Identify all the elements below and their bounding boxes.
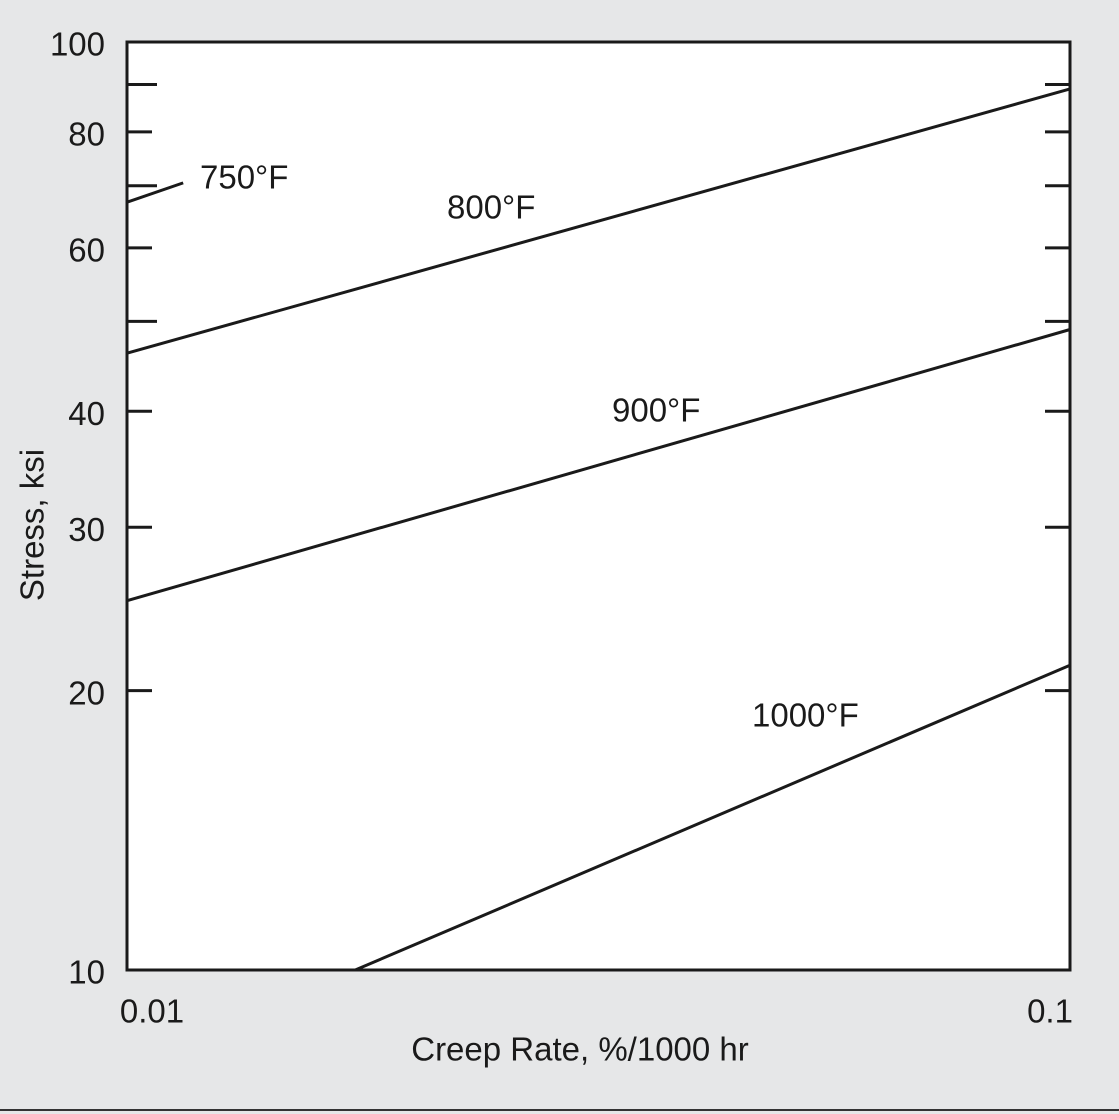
y-tick-label: 80 (68, 116, 105, 153)
y-tick-label: 30 (68, 511, 105, 548)
series-label: 750°F (200, 159, 288, 196)
plot-area (125, 40, 1072, 972)
series-line (126, 87, 1071, 355)
x-axis-title: Creep Rate, %/1000 hr (411, 1031, 749, 1068)
y-axis-title: Stress, ksi (14, 449, 51, 601)
x-tick-label: 0.01 (120, 993, 184, 1030)
series-line (126, 181, 184, 204)
x-tick-label: 0.1 (1027, 993, 1073, 1030)
y-tick-label: 20 (68, 674, 105, 711)
y-tick-label: 40 (68, 395, 105, 432)
series-label: 1000°F (752, 697, 859, 734)
series-label: 800°F (447, 189, 535, 226)
y-tick-label: 60 (68, 232, 105, 269)
y-tick-label: 10 (68, 954, 105, 991)
series-label: 900°F (612, 392, 700, 429)
series-line (126, 328, 1071, 603)
series-line (354, 663, 1071, 972)
y-tick-label: 100 (50, 26, 105, 63)
